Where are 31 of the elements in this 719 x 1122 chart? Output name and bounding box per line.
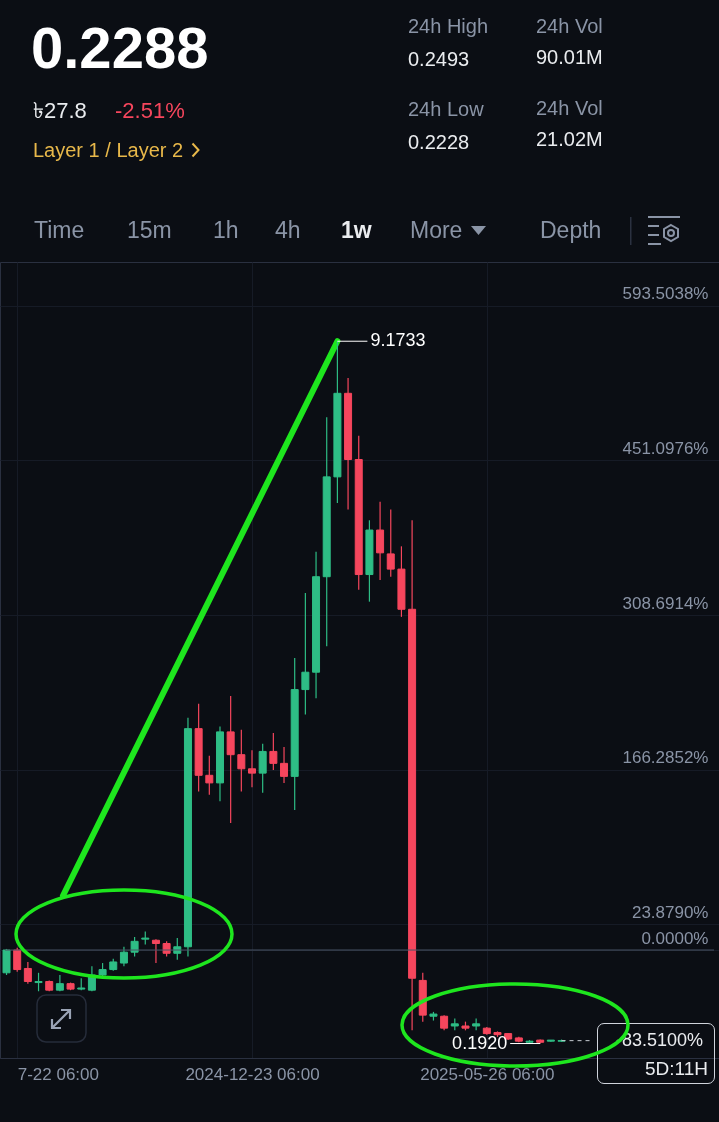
y-tick-label: 0.0000%	[641, 928, 709, 948]
text: ৳27.8	[33, 97, 87, 124]
text: 1h	[213, 217, 239, 244]
text: 90.01M	[536, 46, 603, 68]
y-tick-label: 23.8790%	[631, 902, 709, 922]
x-tick-label: 2025-05-26 06:00	[420, 1064, 555, 1084]
text: 0.2228	[408, 131, 470, 153]
chart-title: 0.2288	[31, 15, 209, 81]
text: 24h High	[408, 15, 489, 37]
text: 21.02M	[536, 128, 603, 150]
y-tick-label: 166.2852%	[622, 748, 709, 768]
text: -2.51%	[115, 97, 185, 124]
text: Depth	[540, 217, 602, 244]
y-tick-label: 308.6914%	[622, 593, 709, 613]
text: Layer 1 / Layer 2	[33, 139, 184, 161]
text: 4h	[275, 217, 301, 244]
text: 0.2493	[408, 48, 470, 70]
text: More	[410, 217, 463, 244]
text: 15m	[127, 217, 172, 244]
annotation: 0.1920	[452, 1032, 508, 1053]
y-tick-label: 593.5038%	[622, 284, 709, 304]
text: 24h Vol	[536, 97, 603, 119]
annotation: 9.1733	[370, 330, 426, 351]
x-tick-label: 7-22 06:00	[17, 1064, 99, 1084]
text: 24h Low	[408, 98, 484, 120]
text: 24h Vol	[536, 15, 603, 37]
text: 1w	[341, 217, 372, 244]
annotation: 5D:11H	[644, 1057, 708, 1080]
x-tick-label: 2024-12-23 06:00	[185, 1064, 320, 1084]
text: Time	[34, 217, 85, 244]
y-tick-label: 451.0976%	[622, 438, 709, 458]
